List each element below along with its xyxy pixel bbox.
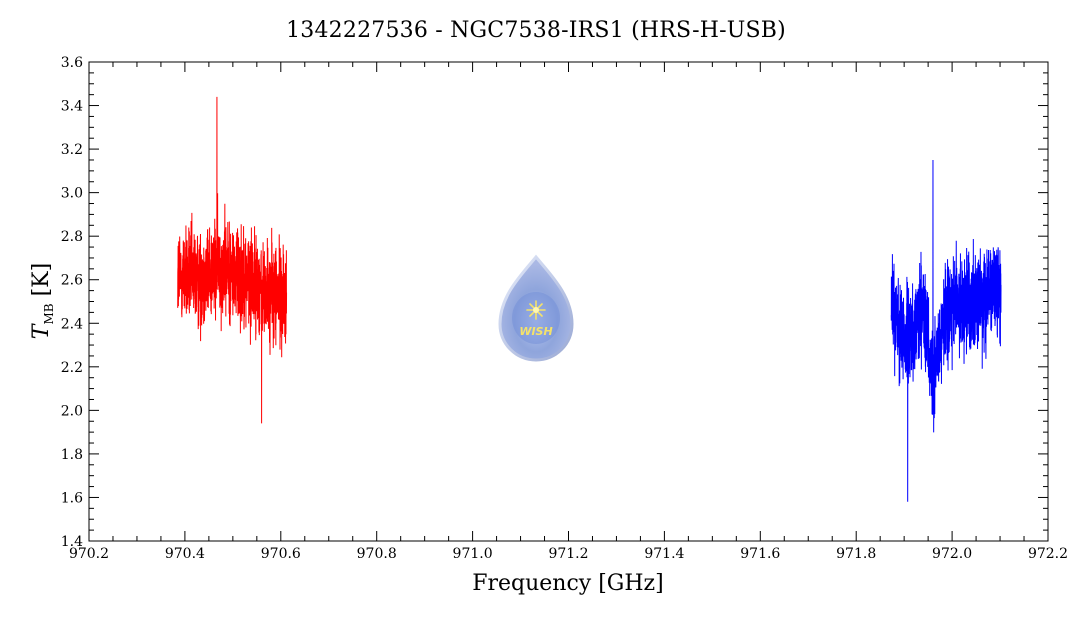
y-tick-label: 1.8 (61, 447, 83, 463)
tick-labels-layer: 970.2 970.4 970.6 970.8 971.0 971.2 971.4 971.6… (61, 55, 1068, 562)
x-tick-label: 970.2 (69, 546, 109, 562)
wish-logo: WISH (498, 254, 574, 362)
y-tick-label: 2.4 (61, 316, 83, 332)
chart-title: 1342227536 - NGC7538-IRS1 (HRS-H-USB) (286, 18, 786, 43)
x-tick-label: 970.4 (165, 546, 205, 562)
y-tick-label: 3.2 (61, 142, 83, 158)
y-tick-label: 2.6 (61, 273, 83, 289)
y-tick-label: 1.4 (61, 534, 83, 550)
x-tick-label: 970.8 (357, 546, 397, 562)
ticks-layer (88, 61, 1049, 542)
spectrum-series-line (890, 159, 1002, 502)
logo-text: WISH (519, 325, 552, 338)
series-layer (177, 96, 1002, 502)
x-tick-label: 971.6 (740, 546, 780, 562)
y-tick-label: 3.6 (61, 55, 83, 71)
x-tick-label: 971.4 (644, 546, 684, 562)
y-axis-subscript: MB (42, 303, 56, 324)
x-tick-label: 971.0 (453, 546, 493, 562)
spectrum-series-line (177, 96, 288, 424)
x-tick-label: 972.2 (1028, 546, 1068, 562)
y-tick-label: 2.8 (61, 229, 83, 245)
y-tick-label: 3.0 (61, 186, 83, 202)
x-tick-label: 971.2 (548, 546, 588, 562)
y-axis-unit: [K] (29, 263, 54, 304)
x-axis-title: Frequency [GHz] (472, 571, 664, 596)
x-tick-label: 971.8 (836, 546, 876, 562)
y-tick-label: 1.6 (61, 490, 83, 506)
y-tick-label: 2.0 (61, 403, 83, 419)
x-tick-label: 972.0 (932, 546, 972, 562)
plot-frame (88, 61, 1049, 542)
y-axis-title: TMB [K] (29, 263, 56, 339)
y-tick-label: 3.4 (61, 99, 83, 115)
x-tick-label: 970.6 (261, 546, 301, 562)
y-tick-label: 2.2 (61, 360, 83, 376)
y-axis-symbol: T (29, 322, 54, 339)
